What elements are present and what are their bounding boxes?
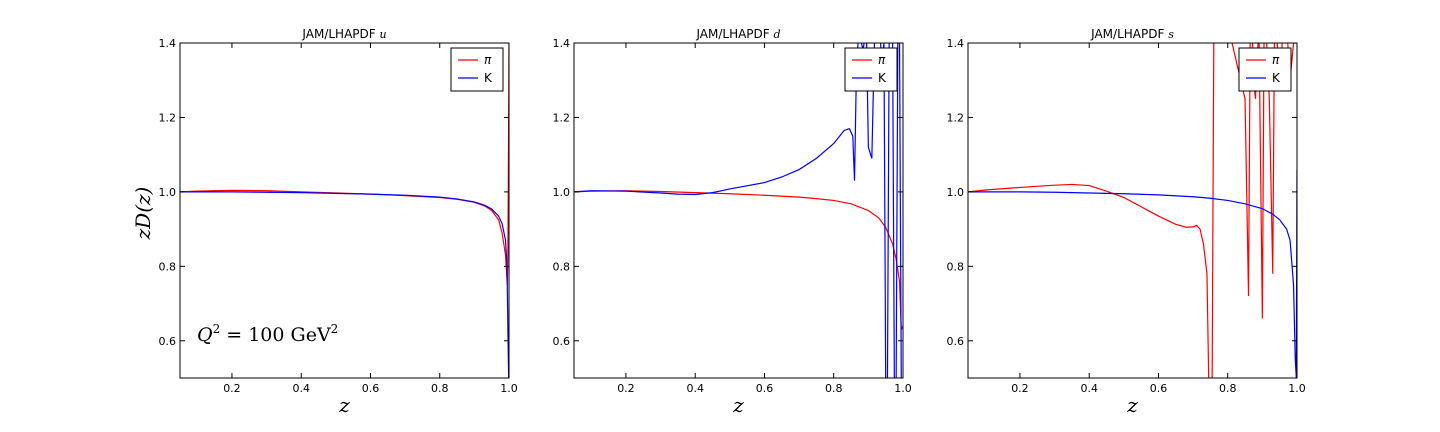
legend-box	[1238, 47, 1292, 92]
series-line-pi	[574, 190, 903, 330]
x-tick-label: 0.2	[1011, 382, 1029, 395]
legend: πK	[844, 47, 898, 92]
chart-panel-3: 0.2 0.4 0.6 0.8 1.0 0.6 0.8 1.0 1.2 1.4 JAM/LHAPDF…	[947, 27, 1306, 417]
y-tick-label: 1.2	[553, 111, 571, 124]
legend: πK	[1238, 47, 1292, 92]
x-tick-label: 0.8	[825, 382, 843, 395]
legend-label: K	[484, 71, 493, 85]
x-tick-label: 0.6	[1150, 382, 1168, 395]
legend-box	[844, 47, 898, 92]
x-tick-label: 0.6	[362, 382, 380, 395]
y-tick-label: 0.6	[947, 335, 965, 348]
x-tick-label: 0.6	[756, 382, 774, 395]
x-tick-label: 0.2	[617, 382, 635, 395]
chart-title: JAM/LHAPDF s	[1090, 27, 1174, 41]
y-tick-label: 0.8	[553, 260, 571, 273]
y-tick-label: 1.4	[947, 37, 965, 50]
y-tick-label: 1.0	[553, 186, 571, 199]
x-tick-label: 1.0	[894, 382, 912, 395]
y-tick-label: 0.6	[553, 335, 571, 348]
y-tick-label: 1.0	[159, 186, 177, 199]
chart-title: JAM/LHAPDF d	[695, 27, 780, 41]
legend-box	[450, 47, 504, 92]
legend-label: π	[1272, 53, 1280, 67]
x-tick-label: 0.4	[1080, 382, 1098, 395]
series-line-k	[180, 191, 509, 378]
y-tick-label: 1.2	[159, 111, 177, 124]
y-tick-label: 1.2	[947, 111, 965, 124]
x-tick-label: 0.2	[223, 382, 241, 395]
legend-label: π	[484, 53, 492, 67]
x-tick-label: 0.4	[686, 382, 704, 395]
series-line-k	[968, 169, 1297, 378]
chart-panel-1: 0.2 0.4 0.6 0.8 1.0 0.6 0.8 1.0 1.2 1.4 JAM/LHAPDF…	[159, 27, 518, 417]
q2-annotation: Q2 = 100 GeV2	[197, 322, 338, 346]
y-tick-label: 1.0	[947, 186, 965, 199]
series-line-pi	[968, 43, 1297, 378]
legend-label: π	[878, 53, 886, 67]
y-tick-label: 1.4	[553, 37, 571, 50]
x-tick-label: 0.8	[431, 382, 449, 395]
plot-frame	[179, 42, 510, 379]
y-tick-label: 0.8	[159, 260, 177, 273]
series-line-k	[574, 43, 903, 378]
y-tick-label: 1.4	[159, 37, 177, 50]
chart-panel-2: 0.2 0.4 0.6 0.8 1.0 0.6 0.8 1.0 1.2 1.4 JAM/LHAPDF…	[553, 27, 912, 417]
x-tick-label: 0.4	[292, 382, 310, 395]
plot-frame	[967, 42, 1298, 379]
y-axis-label: zD(z)	[131, 187, 155, 241]
legend-label: K	[1272, 71, 1281, 85]
x-tick-label: 1.0	[1288, 382, 1306, 395]
chart-title: JAM/LHAPDF u	[301, 27, 386, 41]
x-tick-label: 1.0	[500, 382, 518, 395]
y-tick-label: 0.8	[947, 260, 965, 273]
legend-label: K	[878, 71, 887, 85]
x-axis-label: z	[732, 393, 744, 417]
x-tick-label: 0.8	[1219, 382, 1237, 395]
x-axis-label: z	[1126, 393, 1138, 417]
legend: πK	[450, 47, 504, 92]
y-tick-label: 0.6	[159, 335, 177, 348]
x-axis-label: z	[338, 393, 350, 417]
plot-frame	[573, 42, 904, 379]
